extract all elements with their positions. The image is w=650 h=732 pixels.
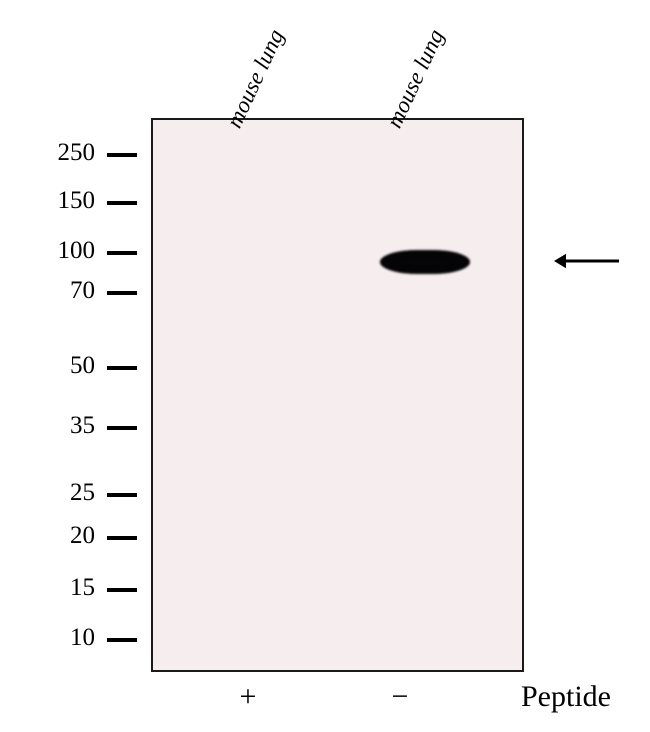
- mw-label: 150: [15, 187, 95, 215]
- mw-tick: [107, 291, 137, 295]
- lane-label: mouse lung: [381, 25, 449, 132]
- mw-label: 70: [15, 277, 95, 305]
- mw-tick: [107, 493, 137, 497]
- mw-label: 10: [15, 624, 95, 652]
- mw-tick: [107, 426, 137, 430]
- band-indicator-arrow: [552, 247, 623, 275]
- mw-label: 250: [15, 139, 95, 167]
- mw-tick: [107, 201, 137, 205]
- mw-tick: [107, 638, 137, 642]
- blot-area: [151, 118, 524, 672]
- peptide-plus-label: +: [240, 680, 257, 714]
- mw-tick: [107, 251, 137, 255]
- mw-tick: [107, 536, 137, 540]
- lane-label: mouse lung: [221, 25, 289, 132]
- mw-label: 15: [15, 574, 95, 602]
- mw-label: 25: [15, 479, 95, 507]
- western-blot-band: [380, 250, 470, 274]
- mw-tick: [107, 588, 137, 592]
- mw-tick: [107, 153, 137, 157]
- mw-label: 100: [15, 237, 95, 265]
- mw-label: 50: [15, 352, 95, 380]
- peptide-minus-label: −: [392, 680, 409, 714]
- peptide-axis-label: Peptide: [521, 680, 611, 714]
- mw-label: 35: [15, 412, 95, 440]
- mw-tick: [107, 366, 137, 370]
- mw-label: 20: [15, 522, 95, 550]
